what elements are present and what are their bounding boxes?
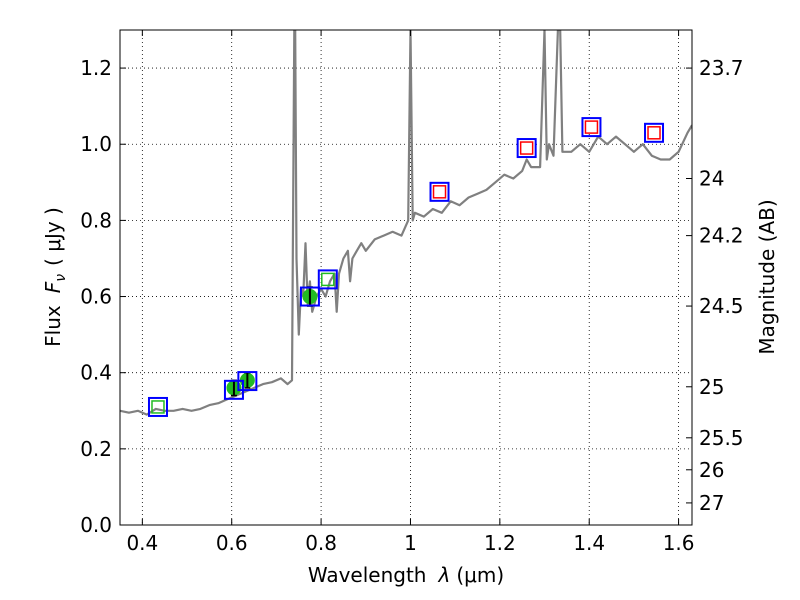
model-square [317,269,338,290]
y2-tick-label: 27 [699,491,724,515]
y2-tick-label: 24 [699,167,724,191]
y2-tick-label: 25 [699,375,724,399]
model-square [581,117,602,138]
x-tick-label: 1.6 [663,531,695,555]
y-axis-label: FluxFν( μJy ) [41,207,69,347]
plot-frame [119,29,693,526]
x-axis-label: Wavelength λ (μm) [308,563,504,587]
y-tick-label: 0.2 [80,437,112,461]
x-tick-label: 1.4 [573,531,605,555]
y-tick-label: 1.0 [80,132,112,156]
x-tick-label: 1.2 [484,531,516,555]
y2-axis-ticks: 23.7 24 24.2 24.5 25 25.5 26 27 [686,56,744,515]
y-tick-label: 0.8 [80,208,112,232]
y-axis-ticks: 0.0 0.2 0.4 0.6 0.8 1.0 1.2 [80,56,126,537]
model-square [147,396,168,417]
non-detection-square [584,120,599,134]
x-axis-ticks: 0.4 0.6 0.8 1 1.2 1.4 1.6 [126,30,695,555]
y-tick-label: 0.0 [80,513,112,537]
non-detection-square [432,185,447,199]
x-tick-label: 0.4 [126,531,158,555]
x-tick-label: 0.8 [305,531,337,555]
model-square [237,371,258,392]
y2-tick-label: 25.5 [699,426,744,450]
y-tick-label: 0.6 [80,285,112,309]
y-tick-label: 0.4 [80,361,112,385]
y2-tick-label: 24.2 [699,224,744,248]
model-square [516,138,537,159]
filled-model-square [321,272,335,287]
model-square [644,122,665,143]
x-tick-label: 0.6 [216,531,248,555]
y2-tick-label: 23.7 [699,56,744,80]
filled-model-square [151,400,165,414]
y2-axis-label: Magnitude (AB) [755,199,779,354]
y2-tick-label: 24.5 [699,294,744,318]
model-square [299,286,320,307]
spectrum-layer [120,30,692,416]
non-detection-square [647,126,661,140]
y-tick-label: 1.2 [80,56,112,80]
non-detection-square [519,141,534,155]
model-square [429,181,450,202]
spectrum-line [120,30,692,416]
y2-tick-label: 26 [699,458,724,482]
photometry-layer [147,117,665,417]
x-tick-label: 1 [404,531,417,555]
